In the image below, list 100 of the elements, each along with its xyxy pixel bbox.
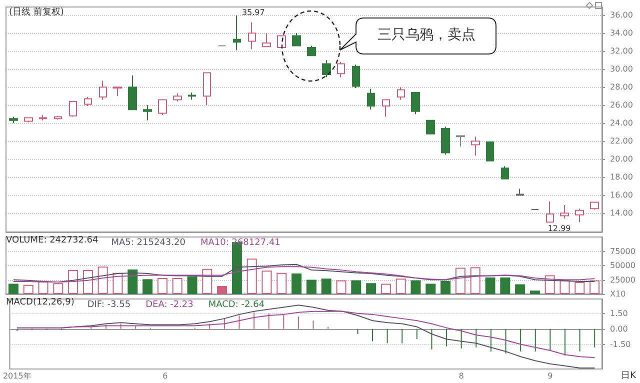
- bar: [292, 273, 302, 294]
- bar: [23, 284, 34, 294]
- candlestick: [143, 104, 152, 121]
- y-tick-label: 26.00: [610, 100, 633, 110]
- bar: [157, 278, 168, 294]
- candlestick: [203, 72, 211, 106]
- bar: [98, 266, 108, 294]
- bar: [560, 280, 570, 294]
- y-tick-label: 30.00: [610, 64, 633, 74]
- candlestick: [352, 64, 360, 88]
- bar: [426, 284, 436, 294]
- bar: [8, 284, 18, 294]
- candlestick: [441, 126, 450, 156]
- y-tick-label: X10: [610, 290, 626, 298]
- bar: [142, 279, 153, 294]
- candlestick: [426, 120, 435, 134]
- candlestick: [188, 92, 196, 100]
- y-tick-label: -1.50: [610, 340, 631, 349]
- bar: [396, 278, 406, 294]
- candlestick: [292, 32, 301, 46]
- chart-title: MACD(12,26,9): [6, 298, 74, 308]
- bar: [380, 284, 391, 294]
- candlestick: [590, 202, 599, 210]
- y-tick-label: 22.00: [610, 136, 633, 146]
- candlestick: [128, 74, 137, 110]
- bar: [128, 269, 138, 294]
- candlestick: [262, 32, 271, 48]
- bar: [53, 283, 64, 294]
- y-tick-label: 28.00: [610, 82, 633, 92]
- candlestick: [233, 14, 241, 51]
- x-tick-label: 6: [162, 372, 168, 380]
- bar: [187, 276, 198, 294]
- text: 日K: [621, 370, 636, 382]
- x-tick-label: 8: [458, 372, 464, 380]
- candlestick: [411, 92, 420, 115]
- bar: [336, 280, 346, 294]
- y-tick-label: 16.00: [610, 190, 633, 200]
- candlestick: [307, 45, 316, 56]
- y-tick-label: 50000: [610, 261, 636, 270]
- candlestick: [382, 99, 390, 118]
- candlestick: [277, 35, 286, 48]
- bar: [217, 286, 228, 294]
- bar: [112, 272, 123, 294]
- bar: [172, 278, 182, 294]
- bar: [440, 280, 451, 294]
- annotation: 三只乌鸦，卖点: [376, 26, 476, 44]
- candlestick: [84, 96, 92, 106]
- candlestick: [9, 116, 18, 124]
- bar: [321, 278, 332, 294]
- bar: [410, 280, 421, 294]
- line-series: [16, 310, 596, 358]
- text: MA10: 268127.41: [200, 238, 280, 248]
- x-tick-label: 2015年: [2, 372, 32, 380]
- candlestick: [560, 204, 569, 219]
- bar: [246, 258, 257, 294]
- bar: [276, 272, 287, 294]
- bar: [82, 270, 93, 294]
- candlestick: [173, 92, 182, 102]
- candlestick: [54, 115, 62, 120]
- candlestick: [546, 200, 554, 223]
- candlestick: [456, 135, 465, 147]
- bar: [366, 283, 376, 294]
- annotation: 35.97: [242, 8, 265, 18]
- candlestick: [99, 80, 107, 100]
- y-tick-label: 0.00: [610, 324, 628, 334]
- candlestick: [322, 60, 331, 78]
- y-tick-label: 25000: [610, 275, 636, 284]
- bar: [68, 270, 78, 294]
- bar: [351, 280, 362, 294]
- candlestick: [24, 117, 33, 123]
- candlestick: [501, 166, 509, 180]
- candlestick: [397, 86, 405, 100]
- chart-title: VOLUME: 242732.64: [6, 236, 99, 246]
- candlestick: [337, 61, 345, 78]
- bar: [500, 277, 510, 294]
- candlestick: [113, 86, 122, 97]
- chart-title: (日线 前复权): [9, 6, 64, 18]
- y-tick-label: 1.50: [610, 308, 628, 318]
- x-tick-label: 9: [548, 372, 553, 380]
- series-label: DEA: -2.23: [146, 300, 194, 310]
- y-tick-label: 20.00: [610, 154, 633, 164]
- candlestick: [39, 114, 47, 121]
- y-tick-label: 24.00: [610, 118, 633, 128]
- series-label: DIF: -3.55: [87, 300, 131, 310]
- y-tick-label: 32.00: [610, 46, 633, 56]
- bar: [515, 284, 526, 294]
- y-tick-label: 18.00: [610, 172, 633, 182]
- candlestick: [158, 99, 167, 116]
- bar: [455, 268, 466, 294]
- candlestick: [69, 101, 77, 118]
- text: MA5: 215243.20: [111, 238, 186, 248]
- candlestick: [516, 188, 524, 196]
- bar: [530, 290, 540, 294]
- bar: [574, 282, 585, 294]
- candlestick: [367, 88, 375, 110]
- bar: [590, 280, 600, 294]
- bar: [485, 277, 496, 294]
- annotation: 12.99: [548, 224, 571, 234]
- y-tick-label: 14.00: [610, 208, 633, 218]
- candlestick: [471, 136, 480, 156]
